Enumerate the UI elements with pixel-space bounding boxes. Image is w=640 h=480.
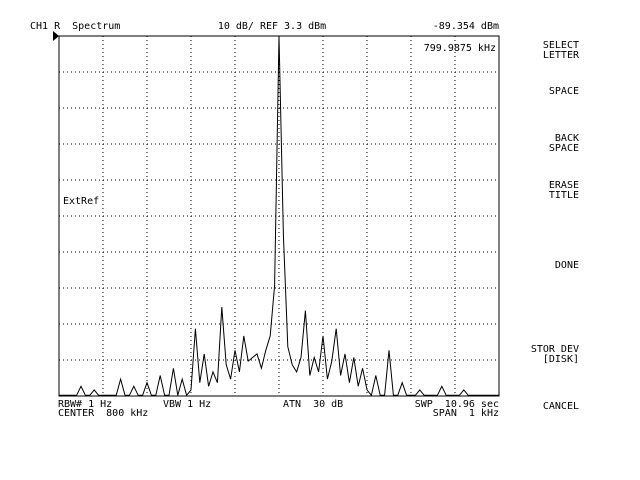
vbw: VBW 1 Hz bbox=[163, 399, 211, 410]
softkey-label[interactable]: STOR DEV bbox=[531, 344, 579, 355]
marker-level: -89.354 dBm bbox=[433, 21, 499, 32]
ext-ref: ExtRef bbox=[63, 196, 99, 207]
softkey-label[interactable]: SPACE bbox=[549, 143, 579, 154]
softkey-label[interactable]: SELECT bbox=[543, 40, 579, 51]
softkey[interactable]: DONE bbox=[555, 260, 579, 271]
swp: SWP 10.96 sec bbox=[415, 399, 499, 410]
softkey[interactable]: SPACE bbox=[549, 86, 579, 97]
softkey-label[interactable]: BACK bbox=[555, 133, 579, 144]
grid bbox=[59, 36, 499, 396]
softkey-label[interactable]: TITLE bbox=[549, 190, 579, 201]
scale-label: 10 dB/ REF 3.3 dBm bbox=[218, 21, 326, 32]
rbw: RBW# 1 Hz bbox=[58, 399, 112, 410]
softkey-label[interactable]: ERASE bbox=[549, 180, 579, 191]
center: CENTER 800 kHz bbox=[58, 408, 148, 419]
softkey[interactable]: STOR DEV[DISK] bbox=[531, 344, 579, 365]
softkey-label[interactable]: CANCEL bbox=[543, 401, 579, 412]
span: SPAN 1 kHz bbox=[433, 408, 499, 419]
marker-frequency: 799.9875 kHz bbox=[424, 43, 496, 54]
softkey-label[interactable]: SPACE bbox=[549, 86, 579, 97]
softkey[interactable]: CANCEL bbox=[543, 401, 579, 412]
atn: ATN 30 dB bbox=[283, 399, 343, 410]
softkey-label[interactable]: LETTER bbox=[543, 50, 580, 61]
softkey-label[interactable]: DONE bbox=[555, 260, 579, 271]
spectrum-trace bbox=[59, 35, 499, 397]
ref-marker bbox=[53, 31, 59, 41]
softkey-label[interactable]: [DISK] bbox=[543, 354, 579, 365]
channel-label: CH1 R Spectrum bbox=[30, 21, 120, 32]
